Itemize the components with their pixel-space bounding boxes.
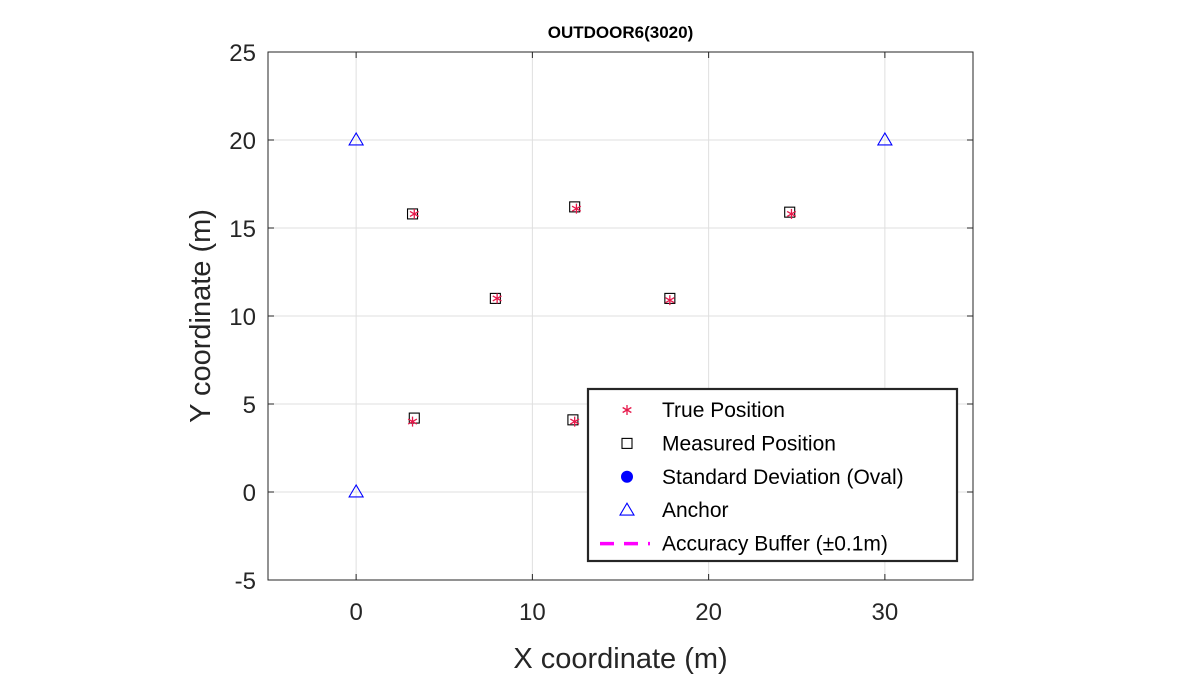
anchor-point [348,131,365,146]
legend: True Position Measured Position Standard D… [586,387,959,563]
measured-position-point [406,208,419,220]
x-axis-label: X coordinate (m) [513,643,727,675]
legend-asterisk-marker [622,405,632,415]
legend-label: Measured Position [662,432,836,455]
legend-label: Accuracy Buffer (±0.1m) [662,533,888,556]
y-tick-label: 25 [229,40,256,67]
y-tick-label: 15 [229,216,256,243]
legend-label: Anchor [662,499,729,522]
legend-triangle-marker [619,502,635,516]
y-tick-label: 0 [243,480,256,507]
y-axis-label: Y coordinate (m) [185,209,217,423]
y-tick-label: 5 [243,392,256,419]
data-points [348,131,893,498]
true-position-point [786,208,797,219]
y-tick-label: 10 [229,304,256,331]
measured-position-point [489,292,501,304]
legend-label: Standard Deviation (Oval) [662,466,904,489]
true-position-point [492,293,502,304]
true-position-point [409,208,419,219]
x-tick-label: 30 [872,599,899,626]
legend-filled-circle-marker [621,470,633,483]
x-tick-label: 0 [349,599,362,626]
y-tick-label: -5 [235,568,256,595]
chart-title: OUTDOOR6(3020) [548,23,693,42]
legend-label: True Position [662,399,785,422]
y-tick-labels: -5 0 5 10 15 20 25 [229,40,256,595]
x-tick-labels: 0 10 20 30 [349,599,898,626]
measured-position-point [408,412,420,424]
anchor-point [876,131,893,146]
true-position-point [571,203,582,214]
legend-box [586,387,959,563]
axes-box [267,51,974,581]
true-position-point [407,416,418,427]
x-tick-label: 10 [519,599,546,626]
true-position-point [570,416,580,427]
true-position-point [665,295,675,306]
anchor-point [348,483,365,498]
legend-square-marker [621,437,633,449]
x-tick-label: 20 [695,599,722,626]
y-tick-label: 20 [229,128,256,155]
